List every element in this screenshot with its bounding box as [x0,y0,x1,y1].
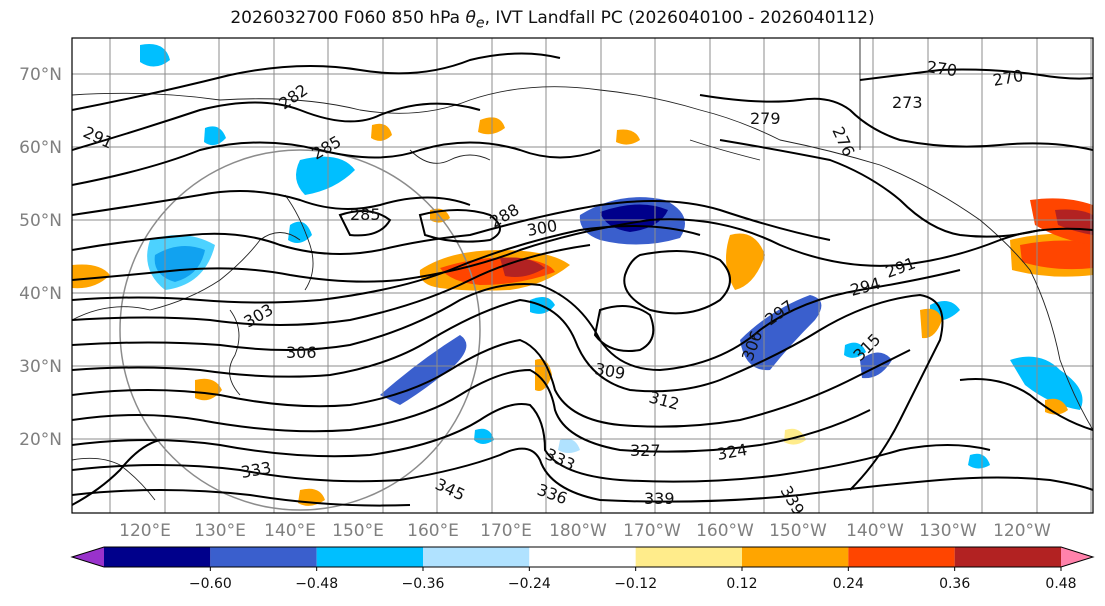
longitude-label: 120°W [993,521,1051,541]
colorbar-outline [70,546,1095,568]
colorbar-bin [210,547,317,567]
contour-label: 279 [750,109,781,128]
title-prefix: 2026032700 F060 850 hPa [230,8,466,28]
colorbar-bin [316,547,423,567]
theta-symbol: θ [465,8,476,28]
colorbar-bin [848,547,955,567]
contour-label: 306 [286,343,317,362]
contour-label: 339 [644,489,675,508]
latitude-labels: 70°N 60°N 50°N 40°N 30°N 20°N [19,65,62,450]
shading-negative [140,44,1083,469]
latitude-label: 40°N [19,284,62,304]
colorbar-tick-label: −0.24 [508,576,551,592]
longitude-label: 130°E [194,521,246,541]
colorbar-tick-label: 0.36 [939,576,970,592]
longitude-label: 130°W [919,521,977,541]
colorbar-tick-label: 0.12 [726,576,757,592]
plot-frame [71,37,1094,514]
contour-label: 327 [630,441,661,460]
shading-positive [72,117,1093,506]
theta-e-contours [72,52,1093,507]
map-title: 2026032700 F060 850 hPa θe, IVT Landfall… [0,8,1105,31]
latitude-label: 60°N [19,138,62,158]
longitude-label: 160°E [407,521,459,541]
colorbar-bin [72,547,104,567]
longitude-label: 170°W [623,521,681,541]
colorbar-bin [954,547,1061,567]
contour-label: 285 [350,205,381,224]
longitude-label: 150°E [332,521,384,541]
longitude-label: 180°W [549,521,607,541]
colorbar-tick-label: 0.24 [833,576,864,592]
colorbar-bin [104,547,211,567]
colorbar-tick-label: −0.60 [189,576,232,592]
contour-label: 270 [925,57,958,80]
contour-label: 273 [892,93,923,112]
longitude-label: 140°W [846,521,904,541]
colorbar-tick-label: −0.48 [295,576,338,592]
colorbar-bin [529,547,636,567]
colorbar-tick-label: −0.36 [402,576,445,592]
colorbar-bin [742,547,849,567]
colorbar-tick-label: −0.12 [614,576,657,592]
latitude-label: 70°N [19,65,62,85]
latitude-label: 30°N [19,357,62,377]
longitude-label: 170°E [480,521,532,541]
theta-subscript: e [475,15,485,32]
range-circle [119,149,481,511]
latitude-label: 50°N [19,211,62,231]
longitude-label: 160°W [696,521,754,541]
colorbar-tick-label: 0.48 [1045,576,1076,592]
colorbar-bin [1061,547,1093,567]
longitude-label: 140°E [264,521,316,541]
colorbar-bin [635,547,742,567]
colorbar: −0.60 −0.48 −0.36 −0.24 −0.12 0.12 0.24 0.36 0.4… [70,546,1095,592]
colorbar-bin [423,547,530,567]
latitude-label: 20°N [19,430,62,450]
title-suffix: , IVT Landfall PC (2026040100 - 20260401… [484,8,875,28]
longitude-labels: 120°E 130°E 140°E 150°E 160°E 170°E 180°… [119,521,1051,541]
longitude-label: 150°W [769,521,827,541]
plot-area [72,38,1093,513]
longitude-label: 120°E [119,521,171,541]
